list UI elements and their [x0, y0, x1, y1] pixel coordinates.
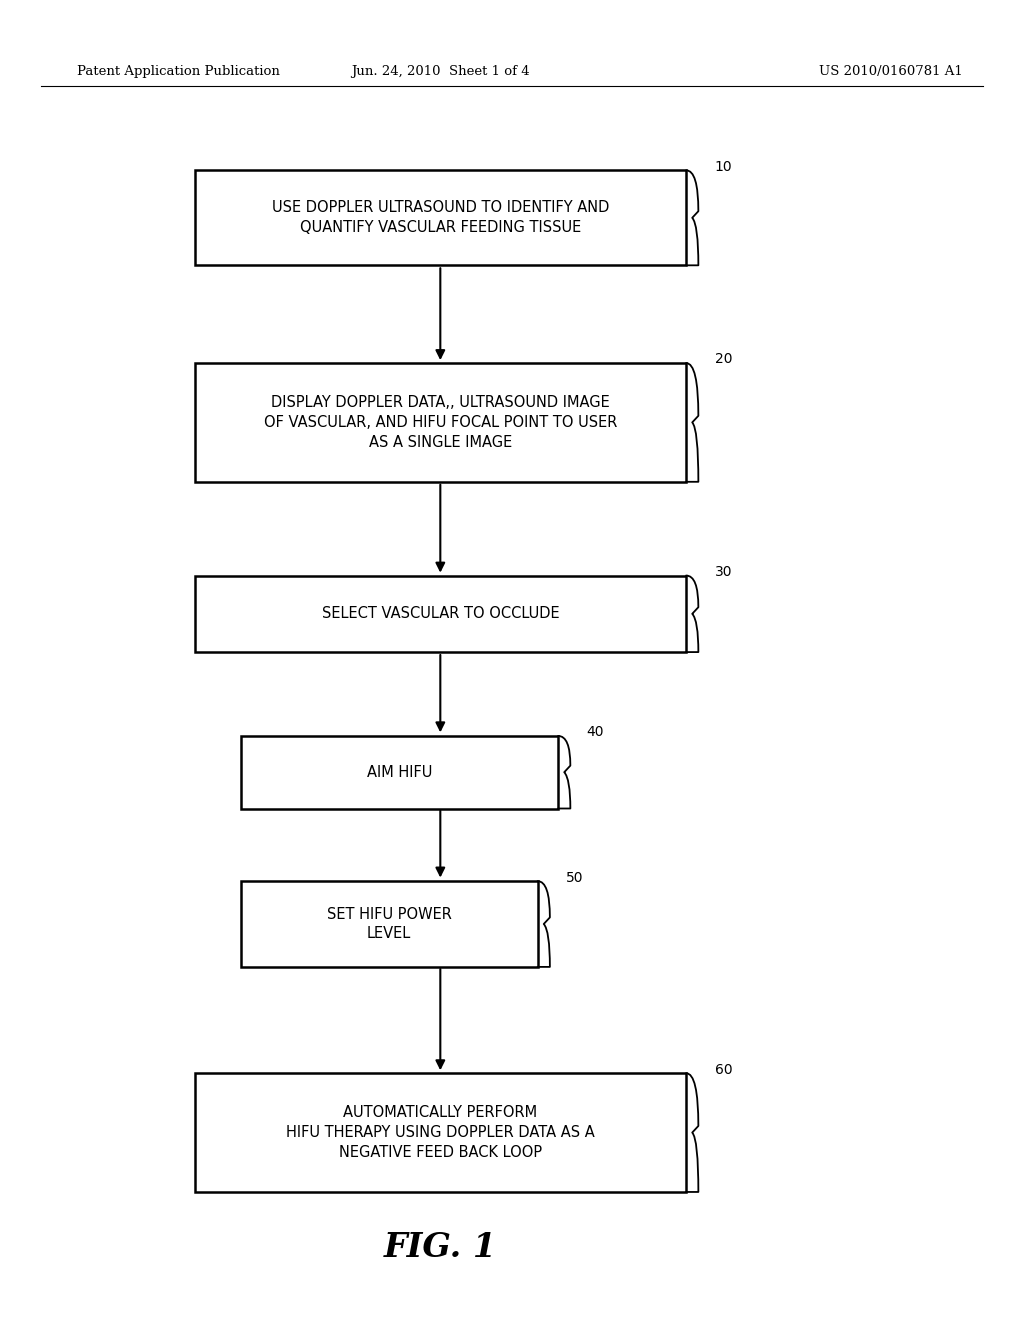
Text: 50: 50	[566, 871, 584, 884]
FancyBboxPatch shape	[195, 363, 686, 482]
FancyBboxPatch shape	[195, 1073, 686, 1192]
Text: FIG. 1: FIG. 1	[384, 1230, 497, 1265]
FancyBboxPatch shape	[241, 882, 538, 966]
Text: AIM HIFU: AIM HIFU	[367, 764, 432, 780]
Text: SET HIFU POWER
LEVEL: SET HIFU POWER LEVEL	[327, 907, 452, 941]
Text: 20: 20	[715, 352, 732, 367]
Text: USE DOPPLER ULTRASOUND TO IDENTIFY AND
QUANTIFY VASCULAR FEEDING TISSUE: USE DOPPLER ULTRASOUND TO IDENTIFY AND Q…	[271, 201, 609, 235]
Text: US 2010/0160781 A1: US 2010/0160781 A1	[819, 65, 963, 78]
Text: SELECT VASCULAR TO OCCLUDE: SELECT VASCULAR TO OCCLUDE	[322, 606, 559, 622]
FancyBboxPatch shape	[195, 170, 686, 265]
Text: 10: 10	[715, 160, 732, 174]
FancyBboxPatch shape	[195, 576, 686, 652]
FancyBboxPatch shape	[241, 737, 558, 808]
Text: Jun. 24, 2010  Sheet 1 of 4: Jun. 24, 2010 Sheet 1 of 4	[351, 65, 529, 78]
Text: AUTOMATICALLY PERFORM
HIFU THERAPY USING DOPPLER DATA AS A
NEGATIVE FEED BACK LO: AUTOMATICALLY PERFORM HIFU THERAPY USING…	[286, 1105, 595, 1160]
Text: 40: 40	[587, 726, 604, 739]
Text: 30: 30	[715, 565, 732, 579]
Text: 60: 60	[715, 1063, 732, 1077]
Text: DISPLAY DOPPLER DATA,, ULTRASOUND IMAGE
OF VASCULAR, AND HIFU FOCAL POINT TO USE: DISPLAY DOPPLER DATA,, ULTRASOUND IMAGE …	[263, 395, 617, 450]
Text: Patent Application Publication: Patent Application Publication	[77, 65, 280, 78]
